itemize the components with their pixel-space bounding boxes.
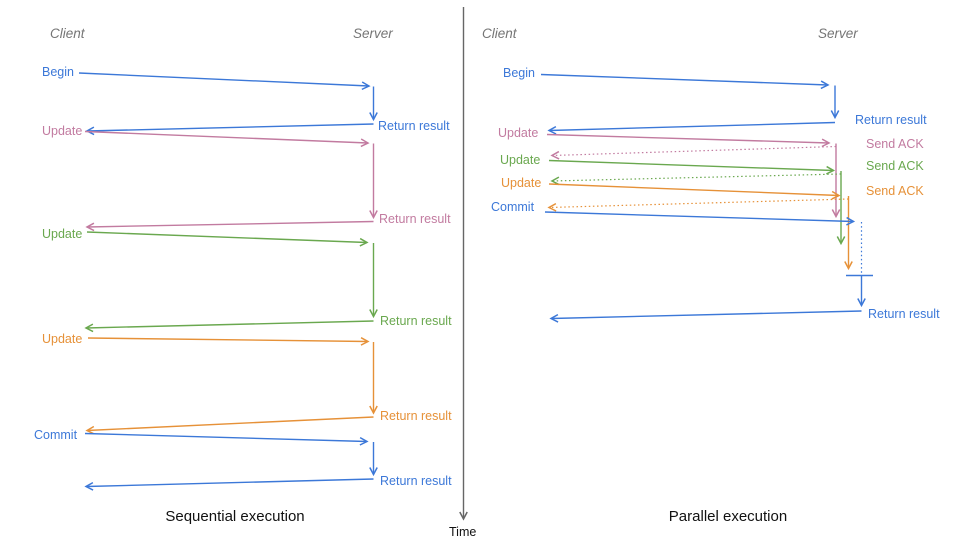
- seq-begin-return-label: Return result: [378, 119, 450, 133]
- par-update2-ack-line: [550, 173, 842, 186]
- seq-step-update3: Update Return result: [42, 332, 452, 435]
- par-update2-request-line: [548, 159, 836, 175]
- seq-client-header: Client: [50, 26, 86, 41]
- par-client-header: Client: [482, 26, 518, 41]
- par-commit-return-line: [549, 310, 862, 323]
- seq-server-header: Server: [353, 26, 393, 41]
- par-commit-request-line: [544, 211, 856, 226]
- par-step-update3: Update Send ACK: [501, 176, 924, 271]
- time-axis: Time: [449, 7, 476, 539]
- seq-step-begin: Begin Return result: [42, 65, 450, 136]
- par-update1-ack-line: [550, 145, 837, 160]
- seq-commit-return-label: Return result: [380, 474, 452, 488]
- par-step-update2: Update Send ACK: [500, 153, 924, 246]
- par-update3-request-line: [548, 183, 841, 200]
- seq-caption: Sequential execution: [165, 508, 304, 525]
- seq-update2-request-line: [86, 231, 369, 247]
- seq-update3-request-line: [87, 337, 370, 346]
- seq-commit-request-line: [84, 432, 369, 446]
- par-update3-label: Update: [501, 176, 541, 190]
- seq-update2-label: Update: [42, 227, 82, 241]
- par-step-begin: Begin Return result: [503, 66, 927, 135]
- par-commit-label: Commit: [491, 200, 535, 214]
- par-update1-label: Update: [498, 126, 538, 140]
- seq-begin-label: Begin: [42, 65, 74, 79]
- seq-update3-return-line: [85, 416, 374, 435]
- par-server-header: Server: [818, 26, 858, 41]
- seq-step-update2: Update Return result: [42, 227, 452, 333]
- seq-commit-return-line: [84, 478, 374, 491]
- seq-update1-return-line: [85, 220, 374, 232]
- par-commit-return-label: Return result: [868, 307, 940, 321]
- par-step-update1: Update Send ACK: [498, 126, 924, 219]
- sequential-panel: Client Server Begin Return result Update…: [34, 26, 452, 525]
- seq-begin-request-line: [78, 72, 371, 91]
- par-update1-ack-label: Send ACK: [866, 137, 924, 151]
- seq-update1-label: Update: [42, 124, 82, 138]
- par-update3-ack-label: Send ACK: [866, 184, 924, 198]
- par-begin-return-line: [547, 121, 836, 135]
- seq-update1-return-label: Return result: [379, 212, 451, 226]
- par-update2-label: Update: [500, 153, 540, 167]
- seq-update2-return-label: Return result: [380, 314, 452, 328]
- par-update2-ack-label: Send ACK: [866, 159, 924, 173]
- par-update1-request-line: [546, 133, 831, 148]
- time-axis-label: Time: [449, 525, 476, 539]
- par-begin-return-label: Return result: [855, 113, 927, 127]
- par-begin-request-line: [540, 73, 830, 90]
- par-caption: Parallel execution: [669, 508, 787, 525]
- seq-update1-request-line: [84, 130, 370, 148]
- seq-update3-return-label: Return result: [380, 409, 452, 423]
- par-update3-ack-line: [547, 198, 849, 212]
- seq-step-commit: Commit Return result: [34, 428, 452, 491]
- seq-update2-return-line: [84, 320, 374, 333]
- par-begin-label: Begin: [503, 66, 535, 80]
- parallel-panel: Client Server Begin Return result Update…: [482, 26, 940, 525]
- seq-step-update1: Update Return result: [42, 124, 451, 232]
- par-step-commit: Commit Return result: [491, 200, 940, 323]
- seq-update3-label: Update: [42, 332, 82, 346]
- seq-begin-return-line: [85, 123, 374, 136]
- seq-commit-label: Commit: [34, 428, 78, 442]
